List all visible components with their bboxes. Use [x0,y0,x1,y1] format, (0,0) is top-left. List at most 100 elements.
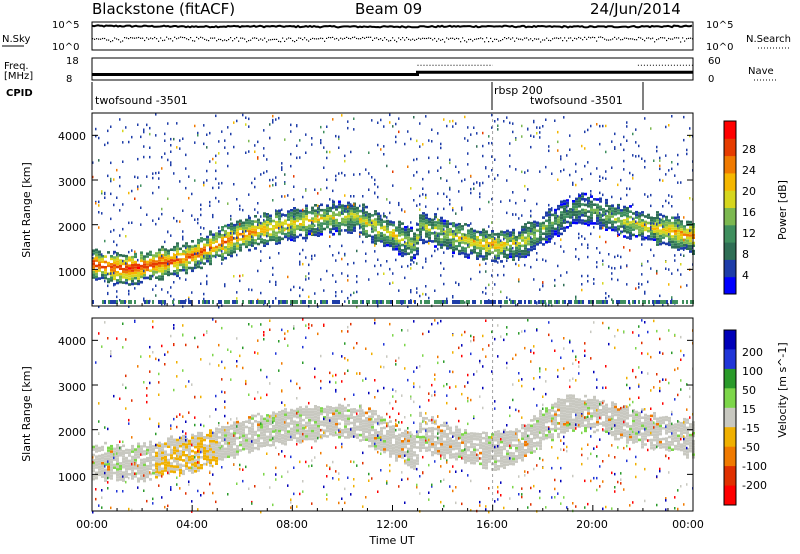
velocity-noise-cell [155,357,157,361]
velocity-cell [176,465,179,469]
power-noise-cell [182,230,184,233]
power-cell [299,225,302,229]
power-noise-cell [578,236,580,240]
power-noise-cell [515,168,517,171]
velocity-cell [311,424,314,427]
velocity-noise-cell [290,379,292,383]
power-cell [407,247,410,250]
power-noise-cell [272,266,274,270]
velocity-cell [305,435,308,438]
power-ground-cell [454,300,456,304]
velocity-cell [107,473,110,476]
velocity-cell [350,421,353,425]
power-cell [95,248,98,252]
power-cell [197,255,200,258]
power-cell [200,255,203,259]
velocity-cell [233,426,236,430]
velocity-cell [251,417,254,420]
power-cell [470,238,473,242]
power-noise-cell [398,130,400,134]
power-cell [158,261,161,265]
power-cell [353,221,356,224]
power-noise-cell [539,136,541,139]
power-cell [113,266,116,270]
power-ground-cell [622,300,624,304]
velocity-cell [209,453,212,456]
nsearch-point [116,38,118,40]
power-cell [122,270,125,274]
power-cell [188,256,191,259]
power-noise-cell [203,227,205,230]
power-cell [374,212,377,216]
nsearch-point [564,37,566,39]
power-noise-cell [524,171,526,174]
power-cell [404,228,407,232]
velocity-cell [146,448,149,452]
velocity-cell [254,414,257,418]
velocity-noise-cell [215,408,217,411]
velocity-cell [170,456,173,460]
velocity-cell [239,433,242,436]
power-cell [425,216,428,219]
power-cell [158,256,161,260]
velocity-noise-cell [317,436,319,440]
power-cell [536,243,539,246]
velocity-noise-cell [239,436,241,439]
velocity-noise-cell [155,443,157,447]
power-cell [353,210,356,214]
velocity-noise-cell [302,361,304,364]
velocity-cell [311,408,314,411]
power-cell [218,249,221,252]
power-noise-cell [671,296,673,299]
power-cell [206,257,209,260]
power-cell [410,240,413,243]
velocity-cell [185,446,188,449]
power-noise-cell [341,114,343,117]
velocity-cell [215,457,218,460]
power-cell [596,203,599,207]
power-ground-cell [576,300,578,304]
nsearch-point [96,38,98,40]
power-cell [236,244,239,248]
velocity-cell [101,472,104,476]
power-colorbar-band [724,259,736,278]
velocity-cell [188,453,191,456]
power-noise-cell [233,275,235,278]
power-noise-cell [584,164,586,168]
power-cell [506,240,509,243]
power-cell [317,221,320,224]
power-noise-cell [389,201,391,204]
power-cell [641,227,644,230]
power-noise-cell [359,235,361,238]
power-cell [599,227,602,230]
power-cell [674,232,677,236]
velocity-cell [248,448,251,451]
power-cell [563,213,566,216]
power-ground-cell [644,300,646,304]
velocity-cell [197,431,200,435]
nsearch-point [680,41,682,43]
power-cell [182,252,185,256]
power-noise-cell [119,209,121,212]
power-cell [131,261,134,264]
power-noise-cell [494,283,496,286]
velocity-cell [308,437,311,441]
power-cell [134,268,137,272]
nsearch-point [446,37,448,39]
power-noise-cell [248,139,250,143]
velocity-noise-cell [137,365,139,368]
power-cell [305,236,308,240]
velocity-noise-cell [284,337,286,340]
power-ground-cell [642,300,644,304]
velocity-cell [92,467,95,470]
nsearch-point [476,38,478,40]
power-cell [689,244,692,248]
velocity-noise-cell [335,381,337,384]
power-cell [269,236,272,239]
nsearch-point [250,39,252,41]
power-cell [122,254,125,258]
power-noise-cell [131,189,133,193]
power-noise-cell [227,202,229,205]
velocity-noise-cell [236,425,238,428]
power-cell [482,236,485,240]
